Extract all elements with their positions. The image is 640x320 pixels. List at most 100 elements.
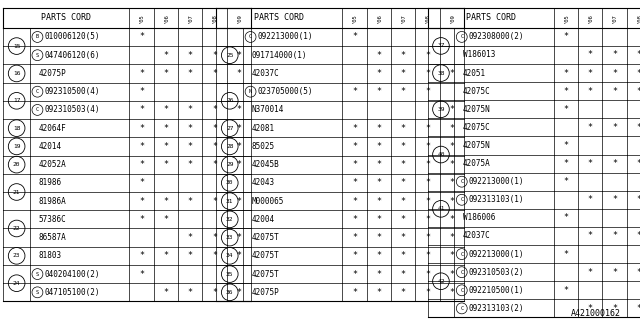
- Text: *: *: [163, 69, 168, 78]
- Text: '09: '09: [236, 13, 241, 23]
- Text: *: *: [401, 160, 406, 169]
- Text: W186013: W186013: [463, 51, 495, 60]
- Text: *: *: [425, 87, 430, 96]
- Text: *: *: [139, 160, 144, 169]
- Text: 023705000(5): 023705000(5): [257, 87, 313, 96]
- Text: *: *: [188, 288, 193, 297]
- Text: *: *: [236, 124, 241, 133]
- Text: *: *: [612, 231, 617, 241]
- Text: 42037C: 42037C: [252, 69, 279, 78]
- Text: M000065: M000065: [252, 196, 284, 206]
- Text: 27: 27: [226, 126, 234, 131]
- Text: 091714000(1): 091714000(1): [252, 51, 307, 60]
- Text: *: *: [401, 288, 406, 297]
- Text: *: *: [612, 159, 617, 168]
- Text: *: *: [401, 51, 406, 60]
- Text: *: *: [563, 159, 568, 168]
- Text: *: *: [449, 288, 454, 297]
- Text: *: *: [188, 51, 193, 60]
- Text: *: *: [236, 233, 241, 242]
- Text: *: *: [236, 160, 241, 169]
- Text: *: *: [139, 124, 144, 133]
- Text: *: *: [212, 288, 217, 297]
- Text: *: *: [212, 233, 217, 242]
- Text: *: *: [636, 304, 640, 313]
- Text: 39: 39: [437, 107, 445, 112]
- Text: 40: 40: [437, 152, 445, 157]
- Text: *: *: [636, 268, 640, 277]
- Text: *: *: [376, 142, 381, 151]
- Text: 42075A: 42075A: [463, 159, 490, 168]
- Text: *: *: [188, 233, 193, 242]
- Text: '06: '06: [588, 13, 593, 23]
- Text: *: *: [352, 196, 357, 206]
- Text: 42045B: 42045B: [252, 160, 279, 169]
- Text: *: *: [449, 269, 454, 279]
- Text: *: *: [163, 215, 168, 224]
- Text: 23: 23: [13, 253, 20, 258]
- Text: 42064F: 42064F: [38, 124, 66, 133]
- Text: *: *: [212, 69, 217, 78]
- Text: *: *: [376, 69, 381, 78]
- Text: N370014: N370014: [252, 105, 284, 115]
- Text: 42075T: 42075T: [252, 269, 279, 279]
- Text: *: *: [563, 105, 568, 114]
- Text: *: *: [401, 142, 406, 151]
- Text: C: C: [249, 35, 252, 39]
- Text: 42: 42: [437, 279, 445, 284]
- Text: *: *: [352, 288, 357, 297]
- Text: *: *: [588, 159, 593, 168]
- Text: '08: '08: [212, 13, 217, 23]
- Text: *: *: [588, 123, 593, 132]
- Text: S: S: [36, 272, 39, 276]
- Text: 42075C: 42075C: [463, 87, 490, 96]
- Text: *: *: [139, 178, 144, 188]
- Text: *: *: [236, 69, 241, 78]
- Text: 29: 29: [226, 162, 234, 167]
- Text: *: *: [376, 251, 381, 260]
- Text: *: *: [139, 269, 144, 279]
- Text: C: C: [460, 179, 463, 184]
- Text: 42075C: 42075C: [463, 123, 490, 132]
- Text: 38: 38: [437, 71, 445, 76]
- Text: *: *: [236, 288, 241, 297]
- Text: *: *: [636, 195, 640, 204]
- Text: *: *: [425, 142, 430, 151]
- Text: *: *: [588, 51, 593, 60]
- Text: *: *: [376, 160, 381, 169]
- Text: '06: '06: [163, 13, 168, 23]
- Text: *: *: [401, 124, 406, 133]
- Text: C: C: [460, 306, 463, 311]
- Text: *: *: [163, 196, 168, 206]
- Text: *: *: [425, 124, 430, 133]
- Text: *: *: [352, 87, 357, 96]
- Text: *: *: [636, 87, 640, 96]
- Text: *: *: [401, 196, 406, 206]
- Text: *: *: [636, 123, 640, 132]
- Text: 092213000(1): 092213000(1): [468, 250, 524, 259]
- Text: *: *: [352, 160, 357, 169]
- Text: *: *: [352, 142, 357, 151]
- Text: *: *: [376, 288, 381, 297]
- Text: *: *: [563, 68, 568, 77]
- Text: 34: 34: [226, 253, 234, 258]
- Text: 35: 35: [226, 272, 234, 276]
- Text: *: *: [376, 215, 381, 224]
- Text: *: *: [376, 233, 381, 242]
- Text: 81803: 81803: [38, 251, 61, 260]
- Text: *: *: [236, 51, 241, 60]
- Text: *: *: [139, 69, 144, 78]
- Text: 42075P: 42075P: [38, 69, 66, 78]
- Text: '05: '05: [563, 13, 568, 23]
- Text: 19: 19: [13, 144, 20, 149]
- Text: *: *: [376, 51, 381, 60]
- Text: 092210500(1): 092210500(1): [468, 286, 524, 295]
- Text: 092313103(2): 092313103(2): [468, 304, 524, 313]
- Text: *: *: [163, 105, 168, 115]
- Text: 17: 17: [13, 98, 20, 103]
- Text: *: *: [449, 233, 454, 242]
- Text: *: *: [588, 68, 593, 77]
- Text: 26: 26: [226, 98, 234, 103]
- Text: *: *: [588, 304, 593, 313]
- Text: *: *: [612, 268, 617, 277]
